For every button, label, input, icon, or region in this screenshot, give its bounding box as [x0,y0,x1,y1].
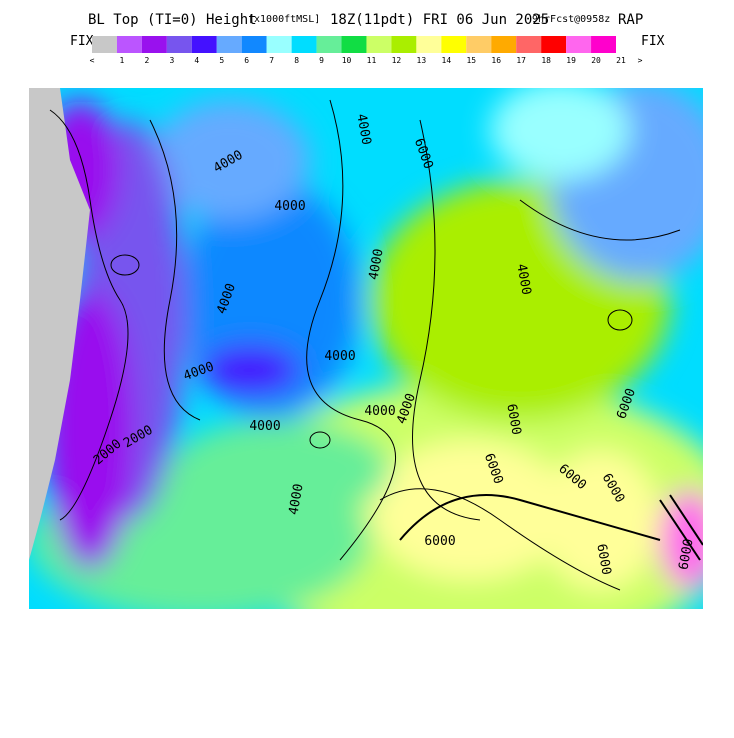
colorbar-tick: 17 [516,56,526,65]
colorbar-swatch [216,36,242,53]
colorbar-swatch [366,36,392,53]
contour-label: 4000 [353,113,373,146]
field [30,88,703,609]
colorbar-swatch [291,36,317,53]
contour-label: 4000 [364,404,395,419]
contour-label: 4000 [286,483,306,516]
forecast: 9hrFcst@0958z [532,14,610,25]
contour-label: 4000 [513,263,533,296]
colorbar-tick: < [90,56,95,65]
contour-label: 6000 [503,403,523,436]
contour-label: 6000 [676,538,696,571]
colorbar-swatch [391,36,417,53]
units: [x1000ftMSL] [248,14,320,25]
contour-label: 4000 [366,248,386,281]
colorbar-tick: 10 [342,56,352,65]
valid-time: 18Z(11pdt) FRI 06 Jun 2025 [330,12,549,28]
colorbar-swatch [191,36,217,53]
contours [49,99,703,591]
colorbar-tick: 11 [367,56,377,65]
contour-label: 4000 [249,419,280,434]
contour-label: 6000 [593,543,613,576]
colorbar-swatch [541,36,567,53]
colorbar-tick: 20 [591,56,601,65]
colorbar-tick: 14 [442,56,452,65]
contour-label: 4000 [274,199,305,214]
colorbar-tick: 1 [120,56,125,65]
model: RAP [618,12,643,28]
colorbar-swatch [416,36,442,53]
colorbar-tick: 7 [269,56,274,65]
colorbar-swatch [566,36,592,53]
colorbar-swatch [141,36,167,53]
ocean [29,88,90,560]
colorbar: <1 2 3 4 5 6 7 8 9 10 11 12 13 14 15 16 17 18 19 20 21 > [90,36,643,65]
title: BL Top (TI=0) Height [88,12,257,28]
colorbar-tick: 4 [194,56,199,65]
colorbar-swatch [491,36,517,53]
colorbar-tick: 2 [144,56,149,65]
colorbar-swatch [341,36,367,53]
colorbar-tick: 18 [541,56,551,65]
colorbar-swatch [591,36,616,53]
colorbar-tick: 5 [219,56,224,65]
fix-left: FIX [70,34,94,49]
colorbar-swatch [92,36,117,53]
colorbar-tick: 15 [466,56,476,65]
colorbar-tick: 19 [566,56,576,65]
colorbar-tick: 9 [319,56,324,65]
colorbar-swatch [116,36,142,53]
contour-label: 4000 [324,349,355,364]
colorbar-tick: 13 [417,56,427,65]
colorbar-tick: 21 [616,56,626,65]
colorbar-swatch [241,36,267,53]
contour-label: 6000 [424,534,455,549]
colorbar-tick: > [638,56,643,65]
colorbar-swatch [166,36,192,53]
map: 4000400040006000400040004000200040004000… [29,88,703,609]
colorbar-tick: 8 [294,56,299,65]
colorbar-swatch [441,36,467,53]
colorbar-swatch [466,36,492,53]
colorbar-tick: 3 [169,56,174,65]
colorbar-swatch [316,36,342,53]
colorbar-tick: 6 [244,56,249,65]
fix-right: FIX [641,34,665,49]
colorbar-tick: 16 [491,56,501,65]
colorbar-swatch [266,36,292,53]
colorbar-swatch [516,36,542,53]
colorbar-tick: 12 [392,56,402,65]
